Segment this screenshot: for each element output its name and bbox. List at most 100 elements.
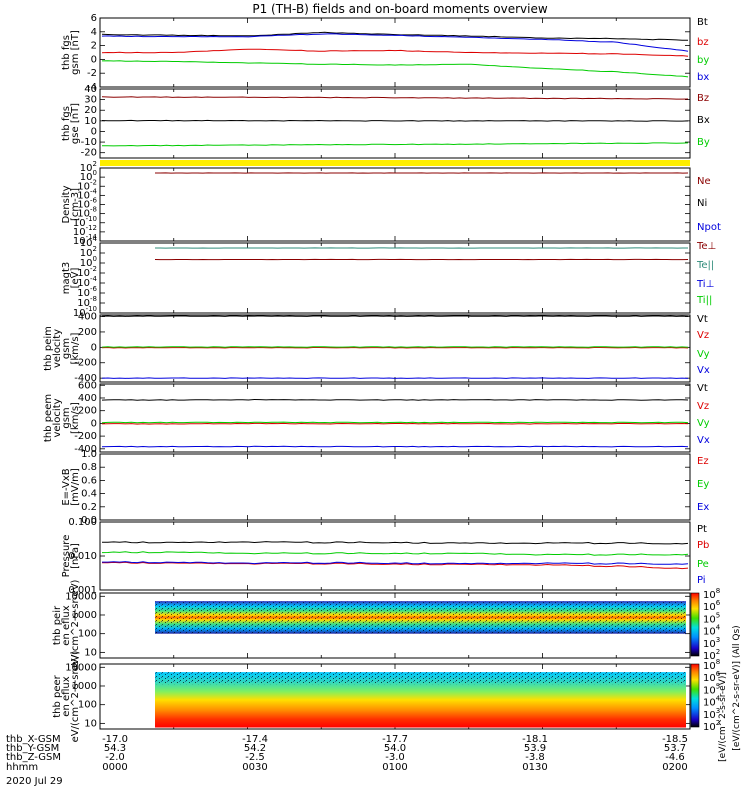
y-tick-label: 0.0 <box>81 515 97 526</box>
ephemeris-value: 0130 <box>522 762 547 773</box>
y-axis-label: thb peer <box>52 674 63 717</box>
panel-frame <box>99 17 691 88</box>
ephemeris-value: 53.7 <box>664 743 686 754</box>
y-tick-label: 0 <box>91 342 97 353</box>
series-pi-line <box>102 561 689 565</box>
y-tick-label: 6 <box>91 13 97 24</box>
legend-vt: Vt <box>697 383 708 394</box>
legend-ti: Ti⊥ <box>696 279 714 290</box>
legend-ti: Ti|| <box>696 295 712 306</box>
series-bx-line <box>101 33 689 52</box>
y-tick-label: 40 <box>84 84 97 95</box>
y-tick-label: 0.001 <box>68 585 97 596</box>
y-tick-label: -200 <box>74 431 97 442</box>
series-bz-line <box>101 96 689 100</box>
y-axis-label: E=-VxB <box>61 468 72 505</box>
legend-npot: Npot <box>697 222 721 233</box>
electron-spectrum-noise <box>155 672 686 685</box>
ephemeris-value: 0100 <box>382 762 407 773</box>
ephemeris-value: 54.2 <box>244 743 266 754</box>
legend-ey: Ey <box>697 479 709 490</box>
ephemeris-value: 53.9 <box>524 743 546 754</box>
y-axis-label: thb peir <box>52 605 63 645</box>
colorbar-label-electron: [eV/(cm^2-s-sr-eV)] <box>718 672 728 762</box>
y-axis-label: velocity <box>52 398 63 437</box>
series-vy-line <box>101 346 689 348</box>
y-tick-label: 20 <box>84 105 97 116</box>
ion-spectrum-noise <box>155 601 686 634</box>
y-tick-label: 0.8 <box>81 462 97 473</box>
spectrogram-frame <box>99 663 691 730</box>
series-by-line <box>101 142 689 147</box>
legend-by: By <box>697 137 710 148</box>
legend-bt: Bt <box>697 17 708 28</box>
colorbar-ion-scale <box>690 592 700 657</box>
legend-bx: bx <box>697 72 709 83</box>
y-tick-label: 0 <box>91 418 97 429</box>
series-vx-line <box>101 445 689 448</box>
panel-5: 400 200 0 -200 -400 thb peimvelocitygsm[km/s]… <box>43 312 710 385</box>
ephemeris-row-label: thb_Y-GSM <box>6 743 59 754</box>
panel-frame <box>99 167 691 242</box>
series-vz-line <box>101 346 689 349</box>
ephemeris-value: 0000 <box>102 762 127 773</box>
series-bt-line <box>101 31 688 41</box>
legend-ex: Ex <box>697 502 709 513</box>
y-tick-label: 600 <box>78 380 97 391</box>
legend-vx: Vx <box>697 365 710 376</box>
y-tick-label: 0 <box>91 54 97 65</box>
figure-title: P1 (TH-B) fields and on-board moments ov… <box>252 2 548 16</box>
ephemeris-value: -17.4 <box>242 734 268 745</box>
panel-frame <box>99 453 691 521</box>
y-tick-label: -10 <box>81 137 97 148</box>
series-vx-line <box>101 377 689 379</box>
series-pt-line <box>102 541 689 545</box>
y-tick-label: -4 <box>87 82 97 93</box>
y-tick-label: 10 <box>84 116 97 127</box>
y-tick-label: -2 <box>87 68 97 79</box>
ephemeris-row-label: hhmm <box>6 762 38 773</box>
y-tick-label: 0.010 <box>68 551 97 562</box>
y-axis-label: Pressure <box>61 535 72 578</box>
y-tick-label: 400 <box>78 312 97 323</box>
y-tick-label: 2 <box>91 41 97 52</box>
legend-vt: Vt <box>697 314 708 325</box>
y-tick-label: 0.4 <box>81 489 97 500</box>
y-tick-label: 10 <box>84 647 97 658</box>
colorbar-electron <box>690 663 700 728</box>
series-pb-line <box>102 561 689 570</box>
colorbar-ion <box>690 592 700 657</box>
panel-8: 0.100 0.010 0.001 Pressure[nPa] Pt Pb Pe Pi <box>61 517 709 596</box>
legend-by: by <box>697 55 709 66</box>
y-tick-label: 1000 <box>72 610 97 621</box>
y-axis-label: [mV/m] <box>70 468 81 506</box>
ephemeris-value: 54.0 <box>384 743 406 754</box>
ephemeris-value: -18.5 <box>662 734 688 745</box>
legend-ni: Ni <box>697 198 707 209</box>
panel-4: 10410210010-210-410-610-810-10magt3[eV]T… <box>61 235 716 319</box>
y-axis-label: [km/s] <box>70 332 81 364</box>
legend-vz: Vz <box>697 401 709 412</box>
legend-bz: bz <box>697 37 709 48</box>
ephemeris-value: -17.7 <box>382 734 408 745</box>
series-vt-line <box>101 315 689 317</box>
legend-vx: Vx <box>697 435 710 446</box>
y-axis-label: [cm-3] <box>70 188 81 221</box>
y-axis-label: [eV] <box>70 268 81 289</box>
series-vz-line <box>101 422 689 425</box>
y-tick-label: 10000 <box>65 662 97 673</box>
ephemeris-value: -4.6 <box>665 752 685 763</box>
legend-vy: Vy <box>697 349 710 360</box>
y-tick-label: 4 <box>91 27 97 38</box>
panel-frame <box>99 88 691 159</box>
y-tick-label: 10 <box>84 718 97 729</box>
y-tick-label: -20 <box>81 148 97 159</box>
y-tick-label: -200 <box>74 358 97 369</box>
y-axis-label: [km/s] <box>70 402 81 434</box>
series-pe-line <box>101 551 689 556</box>
